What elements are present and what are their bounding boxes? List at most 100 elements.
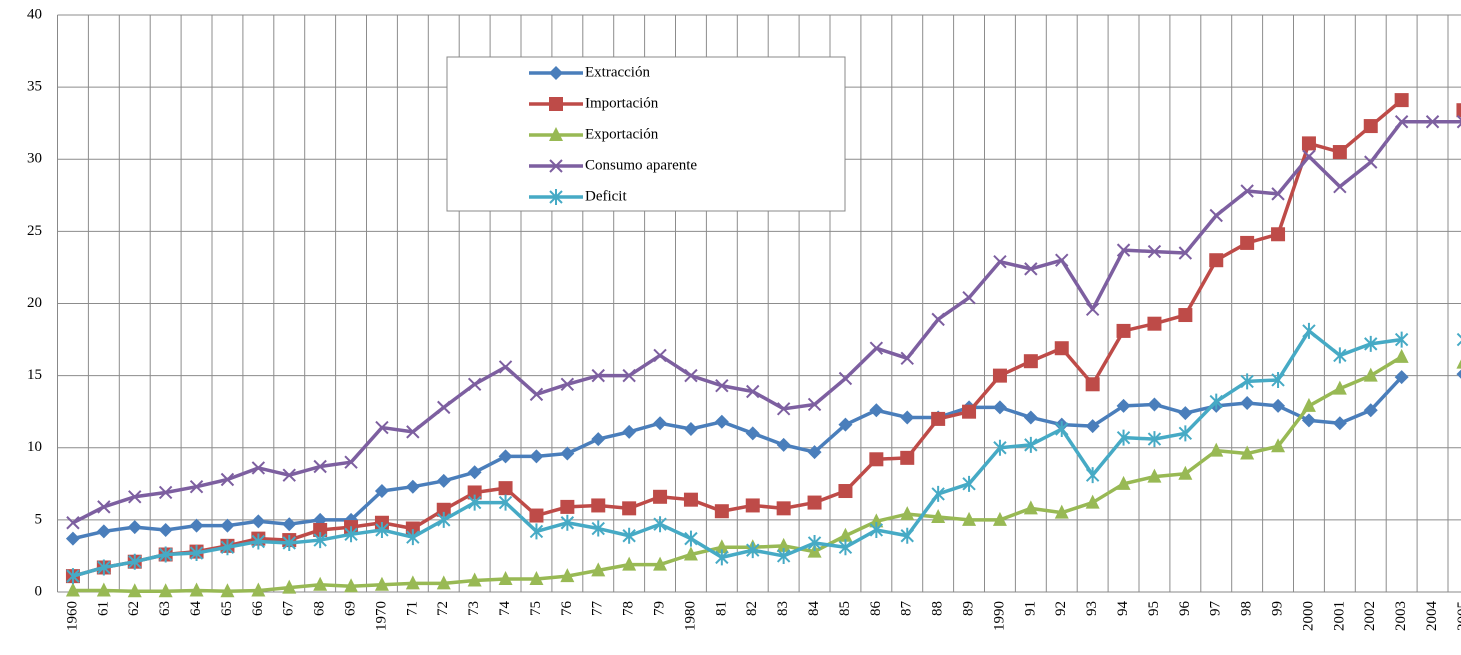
y-tick-label: 20 <box>27 295 42 311</box>
data-point <box>406 529 420 546</box>
data-point <box>1147 244 1162 259</box>
data-point <box>374 484 389 499</box>
data-point <box>962 475 976 492</box>
data-point <box>498 571 513 586</box>
x-tick-label: 75 <box>528 601 544 616</box>
data-point <box>807 445 822 460</box>
legend-marker <box>549 66 563 80</box>
data-point <box>1394 370 1409 385</box>
data-point <box>220 518 235 533</box>
data-point <box>838 539 853 556</box>
data-point <box>653 516 667 533</box>
x-tick-label: 2004 <box>1424 601 1440 632</box>
data-point <box>375 521 389 538</box>
data-point <box>900 450 915 465</box>
data-point <box>591 562 606 577</box>
data-point <box>1024 262 1038 276</box>
data-point <box>807 397 822 412</box>
data-point <box>745 498 760 513</box>
x-tick-label: 84 <box>806 601 822 617</box>
data-point <box>684 368 698 383</box>
y-tick-label: 15 <box>27 367 42 383</box>
y-tick-label: 35 <box>27 79 42 95</box>
data-point <box>1302 149 1316 164</box>
data-point <box>66 568 80 585</box>
data-point <box>1456 115 1461 129</box>
x-tick-label: 82 <box>744 601 760 616</box>
x-tick-label: 95 <box>1146 601 1162 616</box>
data-point <box>158 522 173 537</box>
data-point <box>622 424 637 439</box>
data-point <box>128 490 142 504</box>
x-tick-label: 73 <box>466 601 482 616</box>
data-point <box>1116 243 1131 257</box>
data-point <box>1147 468 1162 483</box>
x-tick-label: 79 <box>651 601 667 616</box>
data-point <box>1054 504 1069 519</box>
data-point <box>683 492 698 507</box>
x-tick-label: 1970 <box>373 601 389 631</box>
x-tick-label: 97 <box>1208 601 1224 617</box>
data-point <box>97 500 111 514</box>
data-point <box>251 533 266 550</box>
data-point <box>436 502 451 517</box>
data-point <box>1023 354 1038 369</box>
data-point <box>1085 377 1100 392</box>
data-point <box>1085 419 1100 434</box>
x-tick-label: 2003 <box>1393 601 1409 631</box>
data-point <box>1394 93 1409 108</box>
x-tick-label: 94 <box>1115 601 1131 617</box>
data-point <box>65 582 80 597</box>
x-tick-label: 71 <box>404 601 420 616</box>
data-point <box>653 416 668 431</box>
data-point <box>406 425 420 439</box>
data-point <box>96 582 111 597</box>
data-point <box>714 414 729 429</box>
data-point <box>1209 208 1223 223</box>
data-point <box>776 547 791 564</box>
data-point <box>529 571 544 586</box>
data-point <box>869 452 884 467</box>
x-tick-label: 93 <box>1084 601 1100 616</box>
data-point <box>1240 396 1255 411</box>
data-point <box>127 520 142 535</box>
data-point <box>282 517 297 532</box>
data-point <box>1333 347 1347 364</box>
x-tick-label: 64 <box>188 601 204 617</box>
data-point <box>993 254 1007 269</box>
data-point <box>65 531 80 546</box>
data-point <box>1240 373 1254 390</box>
data-point <box>344 578 359 593</box>
data-point <box>746 542 760 559</box>
data-point <box>653 489 668 504</box>
data-point <box>1394 348 1409 363</box>
data-point <box>158 583 173 598</box>
data-point <box>869 341 884 355</box>
data-point <box>653 556 668 571</box>
data-point <box>189 545 204 562</box>
data-point <box>900 506 915 521</box>
data-point <box>313 532 327 549</box>
data-point <box>344 455 358 469</box>
data-point <box>838 417 853 432</box>
data-point <box>653 348 667 363</box>
data-point <box>1055 420 1069 437</box>
data-point <box>437 511 451 528</box>
legend-label: Extracción <box>585 64 650 80</box>
data-point <box>1147 316 1162 331</box>
data-point <box>1271 187 1285 201</box>
data-point <box>220 472 235 487</box>
data-point <box>931 508 946 523</box>
data-point <box>931 485 945 502</box>
data-point <box>591 520 605 537</box>
x-tick-label: 77 <box>590 601 606 617</box>
data-point <box>1209 253 1224 268</box>
data-point <box>1055 253 1069 267</box>
y-tick-label: 25 <box>27 223 42 239</box>
x-tick-label: 1960 <box>64 601 80 631</box>
data-point <box>838 371 853 386</box>
data-point <box>189 582 204 597</box>
data-point <box>66 516 80 530</box>
data-point <box>158 546 173 563</box>
x-tick-label: 99 <box>1269 601 1285 616</box>
